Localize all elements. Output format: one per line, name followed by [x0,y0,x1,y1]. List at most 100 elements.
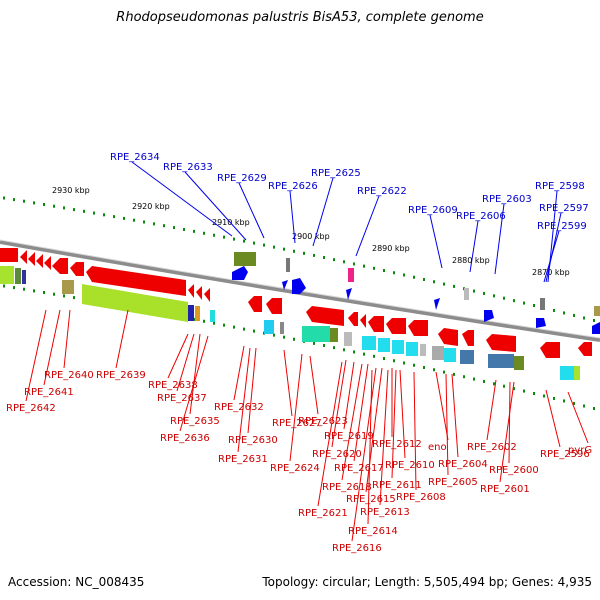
track-dot [283,335,285,339]
gene-label[interactable]: RPE_2609 [408,205,458,216]
gene-label[interactable]: RPE_2627 [272,418,322,429]
gene-label[interactable]: RPE_2612 [372,439,422,450]
gene-arrow [248,296,262,312]
gene-label[interactable]: RPE_2611 [372,480,422,491]
gene-label[interactable]: RPE_2617 [334,463,384,474]
track-dot [573,401,575,405]
gene-label[interactable]: RPE_2633 [163,162,213,173]
track-dot [173,226,175,230]
track-dot [483,291,485,295]
gene-label[interactable]: RPE_2601 [480,484,530,495]
gene-label[interactable]: RPE_2637 [157,393,207,404]
gene-label[interactable]: RPE_2638 [148,380,198,391]
gene-arrow [462,330,474,346]
callout-line [131,161,233,237]
gene-label[interactable]: RPE_2632 [214,402,264,413]
gene-label[interactable]: RPE_2614 [348,526,398,537]
track-dot [163,224,165,228]
gene-label[interactable]: RPE_2631 [218,454,268,465]
gene-arrow [348,312,358,326]
lower-gene-labels: RPE_2640 RPE_2641 RPE_2642 RPE_2639RPE_2638… [6,370,592,554]
gene-label[interactable]: RPE_2605 [428,477,478,488]
gene-label[interactable]: RPE_2641 [24,387,74,398]
track-dot [243,239,245,243]
gene-box [432,346,444,360]
track-dot [523,389,525,393]
track-dot [223,235,225,239]
track-dot [293,337,295,341]
gene-features[interactable] [0,248,600,380]
gene-label[interactable]: RPE_2620 [312,449,362,460]
gene-box [344,332,352,346]
gene-arrow [36,254,43,268]
gene-label[interactable]: RPE_2616 [332,543,382,554]
gene-arrow [484,310,494,322]
gene-label[interactable]: eno [428,442,447,453]
gene-label[interactable]: RPE_2602 [467,442,517,453]
gene-arrow [434,298,440,310]
gene-label[interactable]: RPE_2636 [160,433,210,444]
track-dot [403,273,405,277]
gene-arrow [0,248,18,262]
gene-label[interactable]: RPE_2615 [346,494,396,505]
gene-box [574,366,580,380]
callout-line [25,309,47,402]
track-dot [213,321,215,325]
gene-label[interactable]: RPE_2603 [482,194,532,205]
track-dot [63,294,65,298]
track-dot [583,404,585,408]
upper-track [3,196,595,323]
track-dot [223,323,225,327]
gene-label[interactable]: RPE_2621 [298,508,348,519]
track-dot [573,313,575,317]
gene-arrow [360,314,366,328]
gene-label[interactable]: RPE_2610 [385,460,435,471]
gene-label[interactable]: RPE_2642 [6,403,56,414]
callout-line [379,369,389,506]
gene-label[interactable]: RPE_2635 [170,416,220,427]
gene-arrow [386,318,406,334]
track-dot [73,296,75,300]
track-dot [373,354,375,358]
gene-arrow [86,266,186,296]
gene-label[interactable]: RPE_2596 [540,449,590,460]
track-dot [523,301,525,305]
gene-label[interactable]: RPE_2599 [537,221,587,232]
gene-label[interactable]: RPE_2613 [360,507,410,518]
track-dot [13,198,15,202]
gene-label[interactable]: RPE_2618 [322,482,372,493]
track-dot [123,216,125,220]
gene-box [464,288,469,300]
gene-label[interactable]: RPE_2640 [44,370,94,381]
gene-label[interactable]: RPE_2604 [438,459,488,470]
track-dot [23,287,25,291]
gene-label[interactable]: RPE_2625 [311,168,361,179]
track-dot [553,308,555,312]
gene-label[interactable]: RPE_2639 [96,370,146,381]
callout-line [247,347,257,434]
gene-label[interactable]: RPE_2608 [396,492,446,503]
callout-line [238,182,265,239]
gene-label[interactable]: RPE_2630 [228,435,278,446]
gene-arrow [292,278,306,294]
callout-line [545,389,561,448]
gene-label[interactable]: RPE_2600 [489,465,539,476]
gene-label[interactable]: RPE_2606 [456,211,506,222]
gene-label[interactable]: RPE_2629 [217,173,267,184]
track-dot [203,231,205,235]
gene-label[interactable]: RPE_2622 [357,186,407,197]
gene-label[interactable]: RPE_2624 [270,463,320,474]
track-dot [353,350,355,354]
gene-label[interactable]: RPE_2619 [324,431,374,442]
track-dot [213,233,215,237]
gene-label[interactable]: pyrG [568,445,592,456]
gene-label[interactable]: RPE_2597 [539,203,589,214]
gene-label[interactable]: RPE_2598 [535,181,585,192]
gene-arrow [70,262,84,276]
gene-box [488,354,514,368]
gene-label[interactable]: RPE_2634 [110,152,160,163]
gene-label[interactable]: RPE_2623 [298,416,348,427]
genome-info-text: Topology: circular; Length: 5,505,494 bp… [262,575,592,589]
gene-label[interactable]: RPE_2626 [268,181,318,192]
